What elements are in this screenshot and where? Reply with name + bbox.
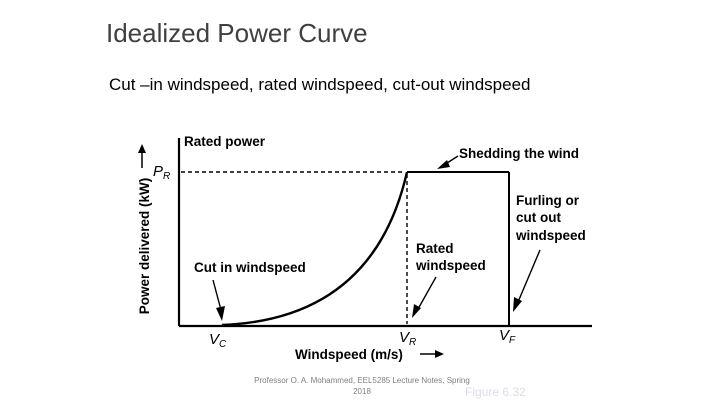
- rated-windspeed-label: Rated windspeed: [415, 241, 486, 273]
- vc-label: VC: [209, 331, 227, 350]
- rated-windspeed-arrowhead: [412, 304, 421, 318]
- slide-title: Idealized Power Curve: [106, 18, 368, 48]
- y-axis-label: Power delivered (kW): [137, 178, 152, 315]
- furling-arrow: [517, 249, 541, 303]
- slide-subtitle: Cut –in windspeed, rated windspeed, cut-…: [109, 75, 531, 94]
- shedding-arrowhead: [437, 160, 450, 169]
- power-curve: [221, 171, 409, 327]
- cut-in-arrowhead: [216, 306, 225, 321]
- vf-label: VF: [499, 327, 516, 346]
- footer-text: Professor O. A. Mohammed, EEL5285 Lectur…: [254, 376, 470, 396]
- vr-label: VR: [399, 329, 416, 348]
- cut-in-label: Cut in windspeed: [194, 260, 306, 275]
- furling-label: Furling or cut out windspeed: [515, 193, 586, 243]
- y-axis-label-arrowhead: [138, 144, 146, 153]
- x-axis-label-arrowhead: [435, 350, 444, 358]
- rated-windspeed-arrow: [417, 276, 437, 310]
- x-axis-label: Windspeed (m/s): [295, 347, 403, 362]
- furling-arrowhead: [513, 297, 522, 312]
- shedding-label: Shedding the wind: [459, 146, 579, 161]
- figure-caption: Figure 6.32: [465, 385, 526, 399]
- pr-label: PR: [153, 163, 170, 182]
- cut-in-arrow: [212, 279, 222, 311]
- rated-power-label: Rated power: [184, 134, 266, 149]
